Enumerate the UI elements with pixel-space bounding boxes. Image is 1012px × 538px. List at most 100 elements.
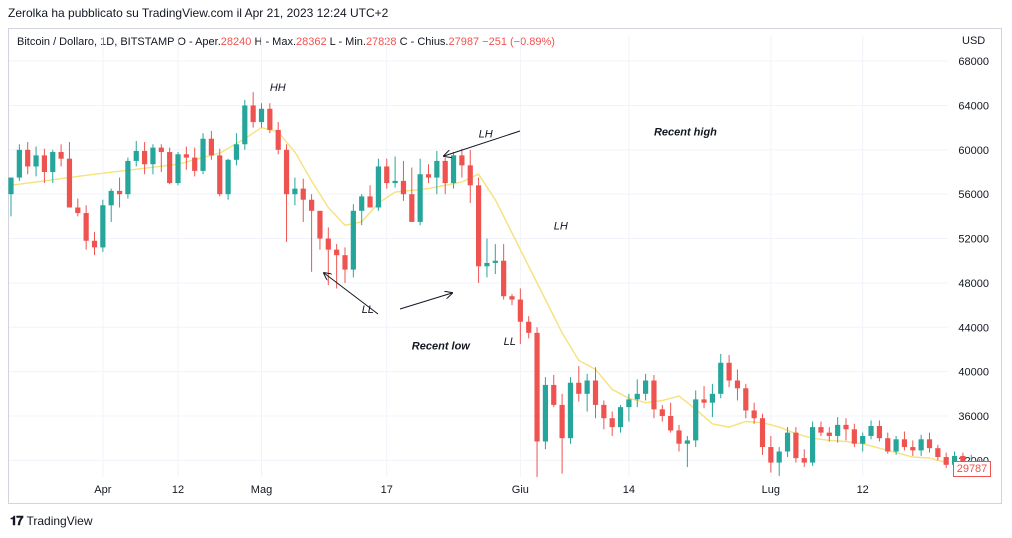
candle-up	[150, 147, 156, 165]
y-tick-label: 40000	[958, 367, 989, 379]
candle-up	[242, 105, 248, 145]
candle-down	[801, 458, 807, 463]
annotation-label: HH	[270, 82, 286, 94]
candle-down	[267, 108, 273, 130]
candle-up	[542, 384, 548, 442]
y-tick-label: 64000	[958, 100, 989, 112]
candle-down	[476, 185, 482, 267]
y-tick-label: 56000	[958, 189, 989, 201]
candle-up	[450, 155, 457, 184]
candle-down	[384, 166, 390, 184]
candle-down	[75, 207, 81, 214]
arrow-recent-high	[444, 130, 521, 156]
candle-up	[292, 188, 298, 195]
candle-up	[567, 382, 574, 439]
candle-up	[100, 205, 106, 248]
candle-down	[843, 424, 849, 430]
candle-down	[83, 213, 89, 241]
candle-down	[926, 439, 933, 449]
legend-change-value: −251 (−0.89%)	[482, 36, 555, 48]
candle-down	[442, 160, 448, 184]
candle-down	[425, 174, 432, 178]
candle-down	[91, 240, 98, 248]
x-tick-label: Apr	[94, 484, 111, 496]
candle-down	[576, 382, 582, 394]
x-tick-label: 12	[172, 484, 184, 496]
legend-close-value: 27987	[448, 36, 480, 48]
candle-down	[676, 430, 682, 444]
candle-up	[175, 154, 181, 184]
candle-up	[868, 425, 874, 436]
candle-down	[325, 238, 331, 250]
legend-high-label: H - Max.	[254, 36, 297, 48]
annotation-label: Recent high	[654, 126, 717, 138]
candle-up	[810, 427, 816, 463]
candle-up	[50, 152, 56, 172]
x-tick-label: Mag	[251, 484, 272, 496]
symbol-title: Bitcoin / Dollaro, 1D, BITSTAMP	[17, 36, 175, 48]
candle-down	[116, 190, 123, 195]
x-tick-label: Giu	[512, 484, 529, 496]
candle-up	[835, 424, 841, 436]
candle-up	[108, 190, 114, 206]
candle-up	[634, 393, 640, 400]
legend-open-value: 28240	[220, 36, 252, 48]
candle-up	[626, 399, 632, 408]
candle-up	[784, 432, 791, 452]
candle-up	[33, 155, 39, 167]
candle-down	[208, 138, 214, 156]
candle-up	[258, 108, 265, 123]
candle-up	[693, 399, 699, 441]
candle-up	[718, 362, 724, 394]
candle-up	[233, 144, 240, 160]
y-tick-label: 44000	[958, 322, 989, 334]
candle-up	[417, 174, 423, 222]
tradingview-logo-icon: 𝟏𝟕	[10, 513, 24, 528]
candle-down	[501, 260, 507, 297]
moving-average-line	[10, 126, 947, 464]
candle-down	[668, 416, 674, 431]
chart-frame[interactable]	[8, 28, 1002, 504]
candle-down	[592, 380, 599, 405]
candle-up	[893, 439, 899, 452]
candle-down	[851, 429, 857, 444]
candle-down	[701, 399, 707, 403]
candle-down	[309, 199, 315, 211]
candle-down	[726, 362, 732, 381]
candle-up	[200, 138, 206, 171]
tradingview-brand[interactable]: 𝟏𝟕 TradingView	[10, 513, 93, 529]
y-tick-label: 36000	[958, 411, 989, 423]
candle-down	[167, 152, 173, 184]
candle-up	[225, 159, 231, 195]
annotation-label: LH	[554, 221, 568, 233]
x-tick-label: Lug	[762, 484, 780, 496]
y-tick-label: 68000	[958, 56, 989, 68]
candle-down	[217, 155, 223, 195]
candle-down	[734, 380, 741, 389]
candle-up	[584, 380, 590, 394]
candle-up	[617, 407, 624, 428]
legend-high-value: 28362	[296, 36, 327, 48]
x-tick-label: 17	[381, 484, 393, 496]
candle-down	[509, 296, 515, 300]
candle-up	[125, 160, 131, 195]
annotation-label: Recent low	[412, 340, 472, 352]
y-tick-label: 60000	[958, 145, 989, 157]
candle-up	[776, 451, 782, 463]
candle-up	[350, 210, 356, 270]
candle-down	[275, 129, 281, 150]
published-by-text: Zerolka ha pubblicato su TradingView.com…	[8, 6, 389, 20]
candle-up	[492, 260, 498, 263]
last-price-tag: 29787	[953, 461, 991, 477]
candle-down	[342, 255, 348, 270]
y-tick-label: 52000	[958, 234, 989, 246]
candle-down	[300, 188, 306, 200]
candle-down	[759, 418, 766, 448]
candle-down	[743, 388, 749, 411]
candle-down	[609, 418, 615, 428]
candle-down	[25, 149, 31, 167]
annotation-label: LL	[362, 304, 374, 316]
candle-down	[459, 155, 465, 166]
candle-up	[709, 393, 715, 403]
